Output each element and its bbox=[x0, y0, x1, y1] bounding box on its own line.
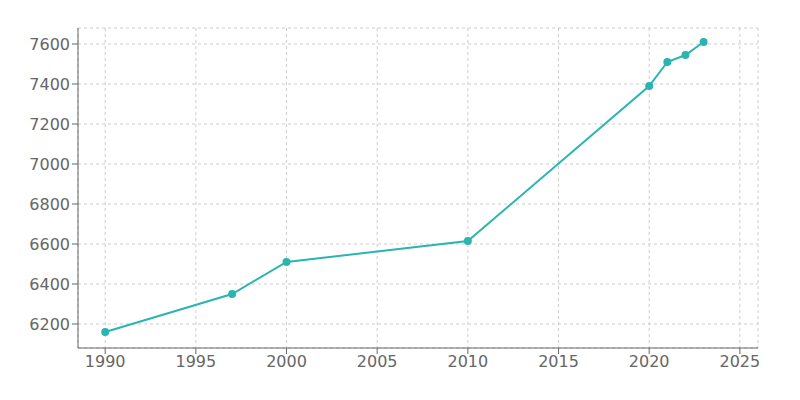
svg-text:2010: 2010 bbox=[448, 352, 489, 371]
svg-text:2000: 2000 bbox=[266, 352, 307, 371]
svg-text:6400: 6400 bbox=[29, 275, 70, 294]
svg-text:2020: 2020 bbox=[629, 352, 670, 371]
svg-text:7400: 7400 bbox=[29, 75, 70, 94]
svg-text:7200: 7200 bbox=[29, 115, 70, 134]
svg-text:1990: 1990 bbox=[85, 352, 126, 371]
svg-text:2025: 2025 bbox=[720, 352, 761, 371]
svg-text:7600: 7600 bbox=[29, 35, 70, 54]
svg-text:6600: 6600 bbox=[29, 235, 70, 254]
svg-text:6800: 6800 bbox=[29, 195, 70, 214]
svg-text:6200: 6200 bbox=[29, 315, 70, 334]
svg-text:2005: 2005 bbox=[357, 352, 398, 371]
svg-text:2015: 2015 bbox=[538, 352, 579, 371]
svg-text:7000: 7000 bbox=[29, 155, 70, 174]
svg-text:1995: 1995 bbox=[176, 352, 217, 371]
